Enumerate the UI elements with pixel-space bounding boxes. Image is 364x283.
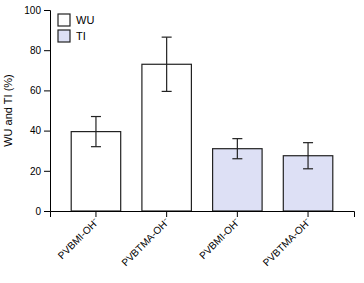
tick-mark	[95, 211, 96, 217]
legend-label: WU	[76, 14, 94, 26]
error-cap	[303, 168, 313, 169]
tick-mark	[44, 50, 50, 51]
error-cap	[162, 37, 172, 38]
tick-mark	[44, 131, 50, 132]
tick-mark	[308, 211, 309, 217]
marks	[71, 37, 333, 211]
legend: WU TI	[58, 14, 94, 42]
error-bar	[162, 37, 172, 91]
tick-label: PVBTMA-OH⁻	[119, 216, 172, 269]
tick-mark	[44, 10, 50, 11]
tick-label: 40	[30, 125, 42, 136]
error-line	[95, 117, 96, 147]
tick-mark	[44, 171, 50, 172]
tick: 80	[30, 45, 50, 56]
plot: 020406080100PVBMI-OH⁻PVBTMA-OH⁻PVBMI-OH⁻…	[2, 5, 355, 269]
tick-mark	[166, 211, 167, 217]
tick-label: 60	[30, 85, 42, 96]
tick-label: 20	[30, 166, 42, 177]
tick: PVBMI-OH⁻	[56, 211, 102, 261]
legend-swatch	[58, 14, 70, 26]
tick: 20	[30, 166, 50, 177]
error-cap	[303, 142, 313, 143]
error-bar	[303, 143, 313, 169]
tick-label: 80	[30, 45, 42, 56]
tick-mark	[44, 211, 50, 212]
tick-label: 100	[24, 5, 41, 16]
x-axis: PVBMI-OH⁻ PVBTMA-OH⁻ PVBMI-OH⁻ PVBTMA-OH⁻	[51, 211, 355, 268]
legend-swatch	[58, 30, 70, 42]
tick-mark	[44, 90, 50, 91]
series	[213, 139, 333, 211]
tick: 100	[24, 5, 50, 16]
series	[71, 37, 191, 211]
tick: PVBTMA-OH⁻	[119, 211, 172, 268]
tick: PVBTMA-OH⁻	[261, 211, 314, 268]
tick-label: PVBTMA-OH⁻	[261, 216, 314, 269]
tick: 60	[30, 85, 50, 96]
tick: 40	[30, 125, 50, 136]
legend-label: TI	[76, 30, 86, 42]
error-line	[166, 37, 167, 91]
axis-line	[44, 11, 51, 212]
tick: PVBMI-OH⁻	[197, 211, 243, 261]
error-cap	[162, 91, 172, 92]
error-cap	[91, 146, 101, 147]
axis-line	[51, 212, 355, 218]
error-cap	[91, 116, 101, 117]
legend-item: TI	[58, 30, 86, 42]
tick-label: PVBMI-OH⁻	[197, 216, 243, 262]
error-line	[307, 143, 308, 169]
chart: 020406080100PVBMI-OH⁻PVBTMA-OH⁻PVBMI-OH⁻…	[0, 0, 364, 283]
tick-mark	[237, 211, 238, 217]
tick: 0	[35, 206, 50, 217]
error-line	[237, 139, 238, 159]
error-bar	[91, 117, 101, 147]
y-axis: 0 20 40 60 80 100	[24, 5, 50, 217]
error-cap	[232, 138, 242, 139]
legend-item: WU	[58, 14, 94, 26]
tick-label: 0	[35, 206, 41, 217]
error-cap	[232, 158, 242, 159]
error-bar	[232, 139, 242, 159]
axis-title: WU and TI (%)	[2, 74, 14, 147]
tick-label: PVBMI-OH⁻	[56, 216, 102, 262]
